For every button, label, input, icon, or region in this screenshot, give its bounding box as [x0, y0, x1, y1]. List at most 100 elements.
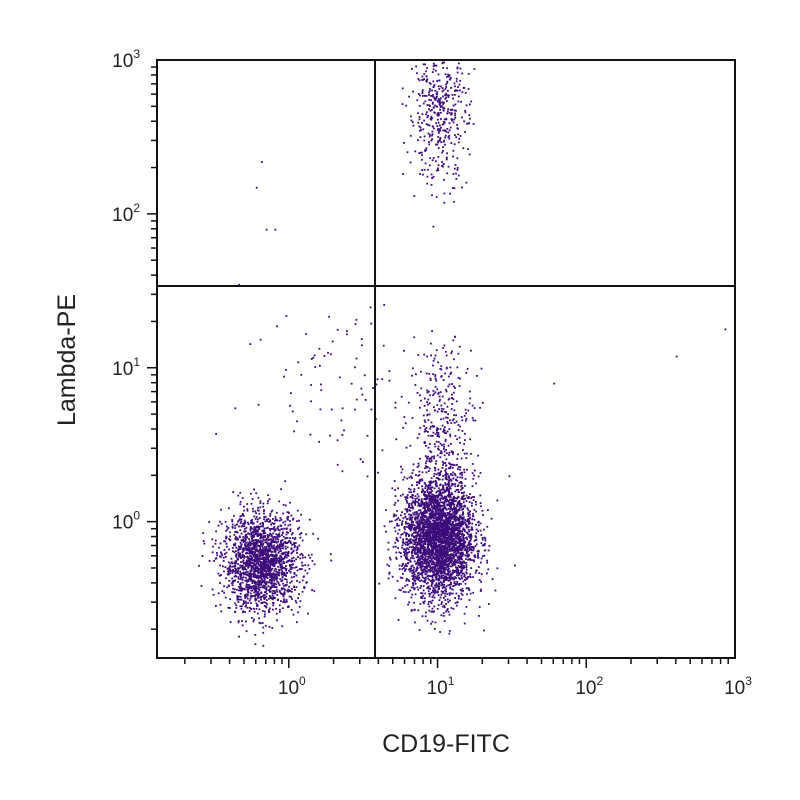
data-point-pop-0: [277, 529, 280, 531]
data-point-pop-1: [449, 496, 452, 498]
data-point-pop-0: [239, 503, 242, 506]
data-point-pop-1: [428, 556, 431, 558]
data-point-pop-0: [276, 571, 279, 574]
data-point-pop-1: [449, 467, 452, 470]
data-point-pop-0: [270, 560, 272, 562]
data-point-pop-1: [420, 531, 422, 534]
data-point-pop-0: [288, 595, 291, 598]
data-point-pop-1: [442, 586, 445, 588]
data-point-pop-1: [445, 585, 448, 588]
data-point-pop-1: [396, 510, 398, 512]
data-point-pop-1: [427, 502, 429, 505]
data-point-pop-1: [452, 563, 455, 565]
data-point-pop-1: [453, 544, 456, 546]
data-point-pop-0: [280, 541, 282, 544]
data-point-pop-1: [425, 521, 428, 524]
data-point-pop-0: [265, 557, 268, 560]
data-point-pop-1: [460, 598, 463, 601]
data-point-pop-1: [443, 507, 445, 510]
data-point-pop-1: [474, 556, 477, 559]
data-point-pop-1: [395, 514, 397, 517]
data-point-pop-0: [240, 518, 243, 521]
data-point-pop-0: [281, 593, 284, 596]
data-point-pop-1: [418, 529, 421, 532]
data-point-pop-1: [433, 480, 435, 483]
data-point-pop-1: [446, 608, 449, 610]
data-point-pop-1: [404, 528, 406, 531]
data-point-pop-0: [257, 509, 260, 512]
data-point-pop-1: [457, 594, 460, 597]
data-point-pop-0: [256, 604, 259, 606]
data-point-pop-0: [237, 563, 239, 565]
data-point-pop-1: [440, 540, 443, 543]
data-point-pop-0: [244, 568, 246, 571]
data-point-pop-0: [262, 581, 264, 584]
data-point-pop-1: [405, 565, 407, 568]
data-point-pop-0: [264, 610, 266, 613]
data-point-pop-1: [463, 574, 466, 576]
data-point-pop-0: [254, 564, 257, 567]
data-point-pop-0: [232, 591, 235, 594]
data-point-pop-1: [464, 521, 466, 524]
data-point-pop-1: [460, 516, 462, 518]
data-point-pop-1: [455, 571, 458, 573]
data-point-pop-1: [467, 522, 470, 524]
data-point-pop-1: [426, 488, 429, 491]
data-point-pop-1: [443, 506, 446, 508]
data-point-pop-0: [231, 520, 234, 523]
data-point-pop-1: [441, 511, 443, 514]
data-point-pop-1: [416, 466, 419, 468]
data-point-pop-1: [453, 513, 456, 516]
data-point-pop-1: [446, 527, 448, 529]
data-point-pop-0: [254, 569, 256, 572]
data-point-pop-0: [272, 523, 275, 525]
data-point-pop-1: [416, 532, 419, 535]
data-point-pop-0: [280, 587, 283, 590]
data-point-pop-0: [272, 538, 275, 541]
data-point-pop-0: [252, 607, 255, 610]
data-point-pop-0: [232, 581, 234, 584]
data-point-pop-0: [258, 512, 261, 515]
data-point-pop-1: [431, 553, 433, 555]
data-point-pop-0: [255, 586, 257, 588]
data-point-pop-1: [447, 554, 450, 557]
data-point-pop-1: [453, 578, 456, 580]
data-point-pop-0: [234, 535, 237, 538]
data-point-pop-0: [275, 578, 278, 581]
data-point-pop-1: [435, 554, 438, 557]
data-point-pop-1: [431, 596, 434, 598]
data-point-pop-1: [455, 523, 457, 525]
data-point-pop-1: [449, 587, 452, 590]
data-point-pop-0: [240, 588, 243, 590]
data-point-pop-1: [377, 471, 379, 474]
data-point-pop-0: [261, 557, 264, 559]
data-point-pop-1: [425, 466, 428, 469]
data-point-pop-0: [291, 543, 293, 546]
data-point-pop-1: [422, 571, 425, 574]
data-point-pop-0: [249, 573, 252, 575]
data-point-pop-1: [414, 593, 417, 596]
data-point-pop-1: [456, 511, 459, 513]
data-point-pop-0: [235, 538, 238, 541]
data-point-pop-1: [411, 564, 414, 567]
data-point-pop-1: [449, 583, 451, 586]
data-point-pop-1: [420, 501, 423, 503]
data-point-pop-1: [438, 575, 441, 578]
data-point-pop-0: [256, 553, 258, 556]
data-point-pop-0: [296, 509, 299, 512]
data-point-pop-0: [272, 537, 275, 540]
data-point-pop-0: [263, 597, 266, 600]
data-point-pop-0: [268, 570, 270, 573]
data-point-pop-1: [417, 509, 420, 512]
data-point-pop-0: [244, 579, 247, 582]
data-point-pop-1: [459, 541, 462, 544]
data-point-pop-0: [251, 565, 254, 567]
data-point-pop-1: [422, 544, 425, 547]
data-point-pop-1: [420, 579, 423, 582]
data-point-pop-0: [300, 532, 303, 534]
data-point-pop-0: [262, 525, 264, 528]
data-point-pop-0: [301, 564, 304, 567]
data-point-pop-1: [465, 531, 468, 534]
data-point-pop-1: [420, 563, 423, 566]
data-point-pop-1: [440, 535, 442, 538]
